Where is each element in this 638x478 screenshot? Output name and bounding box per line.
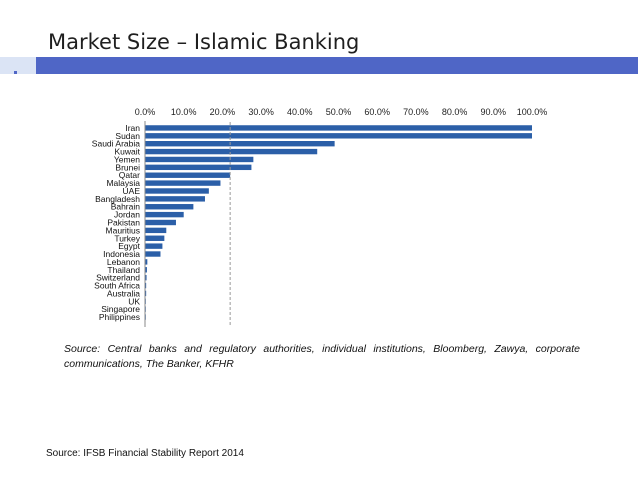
y-category-label: Iran xyxy=(125,123,140,133)
y-category-label: Pakistan xyxy=(107,218,140,228)
chart-source-note: Source: Central banks and regulatory aut… xyxy=(64,343,580,370)
bar xyxy=(145,274,147,281)
slide-footer-source: Source: IFSB Financial Stability Report … xyxy=(46,448,244,459)
x-tick-label: 90.0% xyxy=(481,107,507,117)
title-bar-left xyxy=(0,57,36,74)
y-category-label: Switzerland xyxy=(96,273,140,283)
x-tick-label: 30.0% xyxy=(248,107,274,117)
y-category-label: Yemen xyxy=(114,154,140,164)
x-tick-label: 100.0% xyxy=(517,107,548,117)
x-tick-labels: 0.0% 10.0% 20.0% 30.0% 40.0% 50.0% 60.0% 70.0% 8… xyxy=(135,107,548,117)
y-category-label: Bahrain xyxy=(111,202,141,212)
bar xyxy=(145,164,252,171)
x-tick-label: 20.0% xyxy=(210,107,236,117)
bar xyxy=(145,172,231,178)
bar xyxy=(145,180,221,186)
bar xyxy=(145,133,532,139)
y-category-label: Lebanon xyxy=(107,257,140,267)
bar xyxy=(145,251,161,257)
bar xyxy=(145,148,318,155)
y-category-label: Kuwait xyxy=(114,147,140,157)
bar xyxy=(145,188,209,194)
y-category-label: Egypt xyxy=(118,241,140,251)
bar xyxy=(145,211,184,218)
y-category-label: UAE xyxy=(123,186,141,196)
y-category-label: South Africa xyxy=(94,281,140,291)
bar xyxy=(145,219,176,226)
x-tick-label: 50.0% xyxy=(326,107,352,117)
y-category-label: Philippines xyxy=(99,312,140,322)
x-tick-label: 80.0% xyxy=(442,107,468,117)
y-category-label: Sudan xyxy=(115,131,140,141)
bar xyxy=(145,243,163,249)
y-category-label: Thailand xyxy=(107,265,140,275)
x-tick-label: 60.0% xyxy=(364,107,390,117)
x-tick-label: 40.0% xyxy=(287,107,313,117)
bars xyxy=(145,125,532,320)
bar xyxy=(145,156,254,163)
bar xyxy=(145,204,194,210)
bar xyxy=(145,259,148,265)
y-category-label: Saudi Arabia xyxy=(92,139,140,149)
title-bar-dot xyxy=(14,71,17,74)
y-category-label: Malaysia xyxy=(106,178,140,188)
title-bar xyxy=(36,57,638,74)
bar xyxy=(145,227,167,234)
y-category-label: Turkey xyxy=(114,233,140,243)
y-category-label: Bangladesh xyxy=(95,194,140,204)
x-tick-label: 70.0% xyxy=(403,107,429,117)
bar xyxy=(145,141,335,147)
y-category-label: Jordan xyxy=(114,210,140,220)
y-category-label: Mauritius xyxy=(106,225,140,235)
y-category-label: Australia xyxy=(107,288,140,298)
x-tick-label: 0.0% xyxy=(135,107,156,117)
bar xyxy=(145,196,205,202)
bar xyxy=(145,125,532,131)
bar xyxy=(145,282,147,289)
bar xyxy=(145,267,147,273)
y-category-label: Brunei xyxy=(115,162,140,172)
y-category-label: Indonesia xyxy=(103,249,140,259)
y-category-label: Singapore xyxy=(101,304,140,314)
y-category-label: UK xyxy=(128,296,140,306)
bar xyxy=(145,235,165,241)
y-category-label: Qatar xyxy=(119,170,140,180)
slide-title: Market Size – Islamic Banking xyxy=(48,30,360,54)
bar xyxy=(145,290,147,297)
x-tick-label: 10.0% xyxy=(171,107,197,117)
